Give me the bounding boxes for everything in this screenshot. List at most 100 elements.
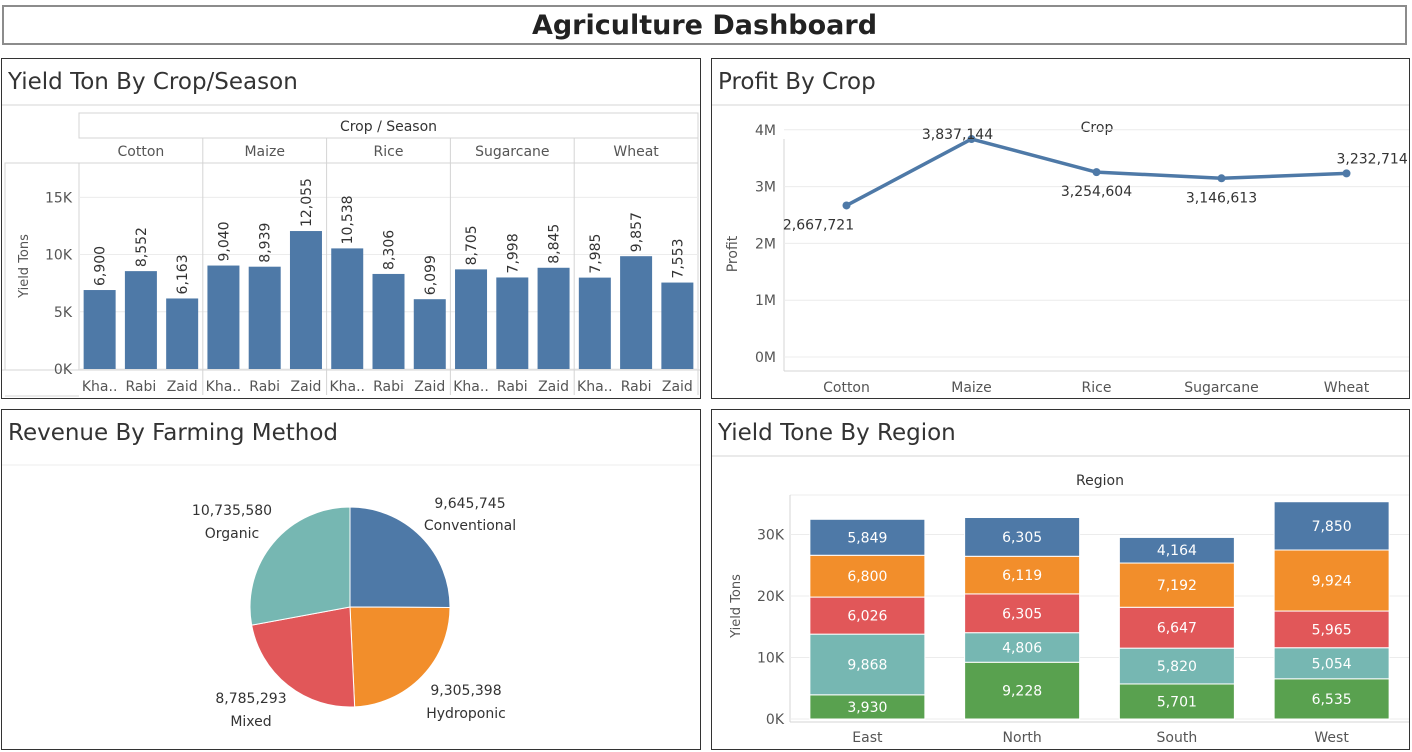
- group-label-rice: Rice: [374, 144, 404, 160]
- stacked-segment: [1118, 647, 1235, 685]
- segment-value-label: 7,192: [1157, 578, 1197, 594]
- pie-slice-hydroponic: [349, 606, 451, 708]
- x-tick-label-north: North: [1003, 730, 1042, 746]
- x-tick-label: Maize: [951, 380, 992, 396]
- stacked-segment: [809, 694, 926, 720]
- chart-header: Crop: [1081, 120, 1114, 136]
- pie-slice-mixed: [251, 606, 356, 708]
- x-tick-label-south: South: [1157, 730, 1198, 746]
- y-tick-label: 15K: [45, 190, 73, 206]
- season-tick-label: Zaid: [538, 379, 569, 395]
- y-axis-label: Yield Tons: [729, 574, 744, 639]
- dashboard-title-bar: Agriculture Dashboard: [2, 5, 1407, 45]
- panel-title-yield-by-region: Yield Tone By Region: [718, 420, 956, 446]
- x-tick-label: Sugarcane: [1184, 380, 1258, 396]
- x-tick-label: Rice: [1082, 380, 1112, 396]
- season-tick-label: Kha..: [329, 379, 365, 395]
- bar: [166, 298, 199, 369]
- bar: [83, 290, 116, 369]
- chart-profit-by-crop: Crop Profit 0M 1M 2M 3M 4M 2,667,721 Cotton 3,837…: [712, 104, 1409, 396]
- y-axis-label: Profit: [725, 235, 741, 272]
- segment-value-label: 6,535: [1312, 692, 1352, 708]
- season-tick-label: Rabi: [373, 379, 404, 395]
- bar-value-label: 8,939: [258, 223, 274, 263]
- y-axis-label: Yield Tons: [17, 234, 32, 299]
- stacked-segment: [1273, 647, 1390, 680]
- y-tick-label: 10K: [45, 248, 73, 264]
- segment-value-label: 9,228: [1002, 684, 1042, 700]
- slice-value-label: 9,645,745: [434, 496, 505, 512]
- panel-profit-by-crop: Profit By Crop Crop Profit 0M 1M 2M 3M 4M 2,667…: [711, 58, 1410, 399]
- stacked-segment: [964, 555, 1081, 595]
- bar: [578, 277, 611, 369]
- stacked-segment: [809, 518, 926, 556]
- season-tick-label: Zaid: [414, 379, 445, 395]
- bar-value-label: 9,857: [629, 212, 645, 252]
- slice-name-label: Hydroponic: [426, 706, 506, 722]
- panel-yield-by-region: Yield Tone By Region Region Yield Tons 0K 1…: [711, 409, 1410, 750]
- season-tick-label: Kha..: [453, 379, 489, 395]
- segment-value-label: 5,849: [847, 530, 887, 546]
- segment-value-label: 6,647: [1157, 621, 1197, 637]
- panel-title-profit-by-crop: Profit By Crop: [718, 69, 876, 95]
- chart-header: Region: [1076, 473, 1124, 489]
- stacked-segment: [1118, 536, 1235, 564]
- bar-value-label: 6,900: [93, 246, 109, 286]
- segment-value-label: 5,820: [1157, 659, 1197, 675]
- season-tick-label: Rabi: [249, 379, 280, 395]
- panel-revenue-by-method: Revenue By Farming Method 9,645,745 Conve…: [1, 409, 701, 750]
- panel-title-revenue-by-method: Revenue By Farming Method: [8, 420, 338, 446]
- season-tick-label: Kha..: [82, 379, 118, 395]
- group-label-cotton: Cotton: [118, 144, 165, 160]
- chart-yield-by-crop-season: Crop / Season Yield Tons 0K 5K 10K 15K Cotton 6…: [2, 104, 700, 397]
- segment-value-label: 6,119: [1002, 568, 1042, 584]
- segment-value-label: 6,305: [1002, 606, 1042, 622]
- bar: [248, 266, 281, 369]
- bar: [496, 277, 529, 369]
- stacked-segment: [964, 661, 1081, 720]
- bar-value-label: 8,705: [464, 225, 480, 265]
- slice-name-label: Conventional: [424, 518, 516, 534]
- bar: [537, 267, 570, 369]
- point-value-label: 3,232,714: [1337, 151, 1408, 167]
- segment-value-label: 9,868: [847, 657, 887, 673]
- point-value-label: 3,254,604: [1061, 184, 1132, 200]
- segment-value-label: 5,701: [1157, 694, 1197, 710]
- bar-value-label: 7,553: [670, 238, 686, 278]
- pie-slice-organic: [249, 506, 351, 626]
- season-tick-label: Rabi: [497, 379, 528, 395]
- y-tick-label: 0K: [54, 362, 73, 378]
- line-point: [1217, 174, 1226, 183]
- panel-yield-by-crop-season: Yield Ton By Crop/Season Crop / Season Yi…: [1, 58, 701, 399]
- stacked-segment: [964, 517, 1081, 557]
- bar-value-label: 10,538: [340, 195, 356, 244]
- season-tick-label: Rabi: [126, 379, 157, 395]
- column-header-label: Crop / Season: [340, 119, 437, 135]
- bar-value-label: 8,552: [134, 227, 150, 267]
- segment-value-label: 3,930: [847, 700, 887, 716]
- y-tick-label: 5K: [54, 305, 73, 321]
- group-label-maize: Maize: [244, 144, 285, 160]
- slice-value-label: 8,785,293: [215, 691, 286, 707]
- bar: [455, 269, 488, 369]
- point-value-label: 2,667,721: [783, 217, 854, 233]
- bar: [413, 299, 446, 369]
- y-tick-label: 2M: [755, 236, 776, 252]
- season-tick-label: Zaid: [662, 379, 693, 395]
- segment-value-label: 4,164: [1157, 543, 1197, 559]
- line-point: [842, 201, 851, 210]
- season-tick-label: Kha..: [206, 379, 242, 395]
- point-value-label: 3,146,613: [1186, 190, 1257, 206]
- bar-value-label: 7,998: [505, 233, 521, 273]
- season-tick-label: Zaid: [290, 379, 321, 395]
- chart-revenue-by-method: 9,645,745 Conventional 9,305,398 Hydroponic…: [2, 464, 700, 730]
- segment-value-label: 6,026: [847, 609, 887, 625]
- y-tick-label: 20K: [757, 589, 785, 605]
- bar: [207, 265, 240, 369]
- y-tick-label: 4M: [755, 123, 776, 139]
- stacked-segment: [1273, 610, 1390, 649]
- stacked-segment: [1118, 606, 1235, 649]
- chart-yield-by-region: Region Yield Tons 0K 10K 20K 30K 3,930 9,868 6,0…: [712, 455, 1409, 746]
- y-tick-label: 10K: [757, 651, 785, 667]
- slice-name-label: Mixed: [230, 714, 271, 730]
